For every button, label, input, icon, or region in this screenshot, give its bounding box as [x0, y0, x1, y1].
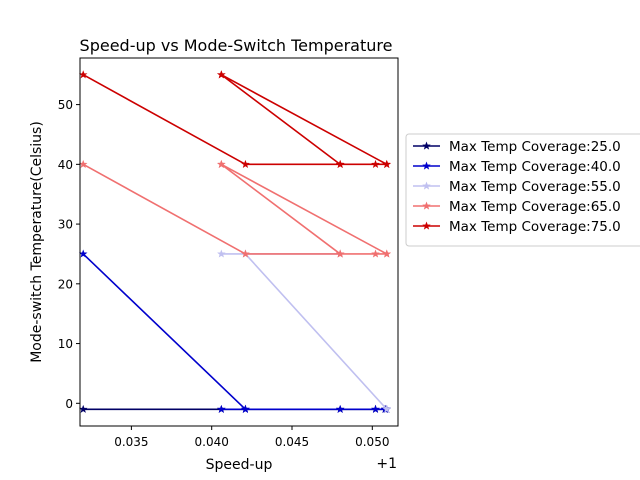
x-axis: 0.035 0.040 0.045 0.050 [114, 426, 389, 449]
legend-frame [405, 133, 640, 247]
series-line [221, 253, 388, 410]
x-tick-label: 0.035 [114, 435, 148, 449]
data-point [371, 249, 380, 258]
y-tick-label: 10 [58, 337, 73, 351]
data-point [217, 249, 226, 258]
x-axis-label: Speed-up [206, 457, 273, 473]
series [78, 159, 391, 258]
data-point [335, 404, 345, 413]
legend-label: Max Temp Coverage:75.0 [449, 219, 621, 235]
data-point [78, 404, 88, 413]
y-tick-label: 30 [58, 218, 73, 232]
data-point [217, 404, 226, 413]
legend-marker [422, 181, 431, 190]
data-point [241, 159, 250, 168]
x-tick-label: 0.045 [275, 435, 309, 449]
series [78, 249, 391, 413]
legend-label: Max Temp Coverage:25.0 [449, 139, 621, 155]
legend-label: Max Temp Coverage:65.0 [449, 199, 621, 215]
series-layer [78, 70, 391, 413]
data-point [382, 404, 391, 413]
chart-title: Speed-up vs Mode-Switch Temperature [80, 36, 393, 55]
data-point [241, 404, 250, 413]
series-line [82, 163, 388, 255]
data-point [335, 159, 345, 168]
x-offset-label: +1 [376, 456, 397, 472]
data-point [382, 249, 391, 258]
series-line [82, 253, 387, 411]
data-point [217, 159, 226, 168]
legend-marker [422, 161, 431, 170]
data-point [371, 404, 380, 413]
x-tick-label: 0.040 [195, 435, 229, 449]
legend-label: Max Temp Coverage:55.0 [449, 179, 621, 195]
data-point [78, 249, 88, 258]
legend-label: Max Temp Coverage:40.0 [449, 159, 621, 175]
y-tick-label: 0 [65, 397, 73, 411]
data-point [78, 159, 88, 168]
series-line [82, 73, 388, 166]
legend-marker [422, 221, 431, 230]
y-tick-label: 40 [58, 158, 73, 172]
data-point [335, 249, 345, 258]
legend: Max Temp Coverage:25.0 Max Temp Coverage:… [405, 133, 640, 247]
y-tick-label: 20 [58, 277, 73, 291]
y-tick-label: 50 [58, 98, 73, 112]
data-point [371, 159, 380, 168]
x-tick-label: 0.050 [355, 435, 389, 449]
series [217, 249, 391, 413]
data-point [382, 159, 391, 168]
data-point [217, 70, 226, 79]
data-point [241, 249, 250, 258]
y-axis: 0 10 20 30 40 50 [58, 98, 80, 411]
legend-marker [422, 201, 431, 210]
data-point [78, 70, 88, 79]
series [78, 70, 391, 168]
plot-area [79, 57, 399, 427]
y-axis-label: Mode-switch Temperature(Celsius) [29, 121, 45, 363]
legend-marker [422, 141, 431, 150]
